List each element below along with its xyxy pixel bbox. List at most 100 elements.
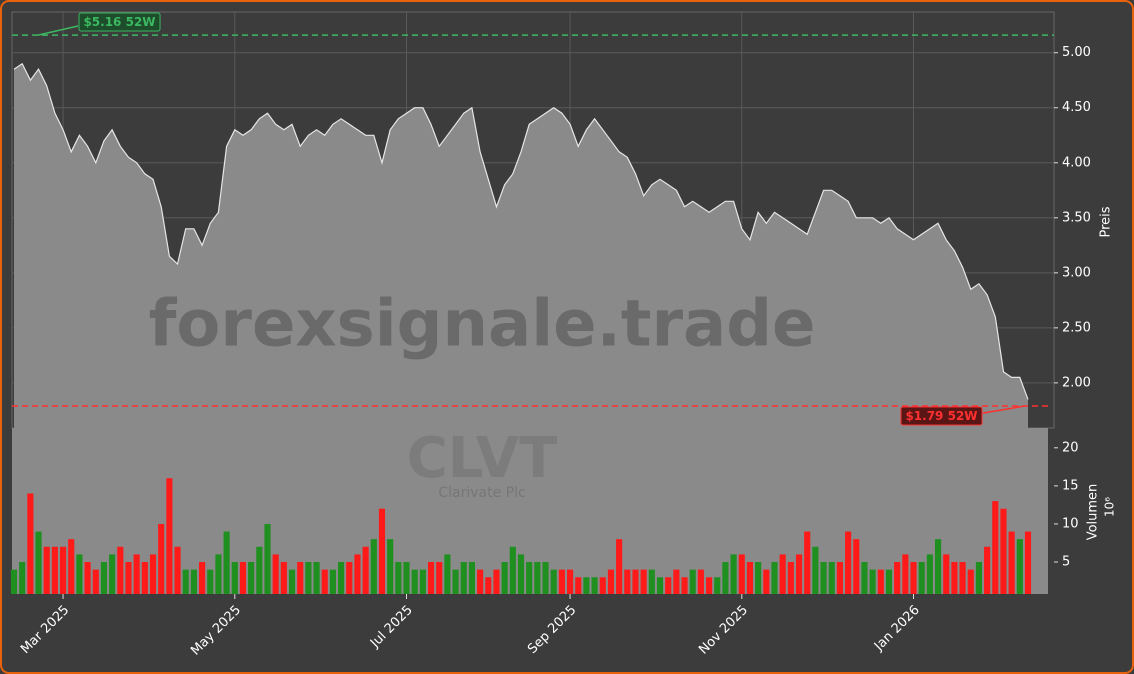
volume-bar — [951, 562, 958, 594]
volume-bar — [27, 493, 34, 594]
volume-bar — [493, 569, 500, 594]
y-tick-label: 4.50 — [1062, 100, 1091, 115]
volume-bar — [746, 562, 754, 594]
volume-tick-label: 15 — [1062, 478, 1079, 493]
volume-bar — [910, 562, 917, 594]
volume-bar — [166, 478, 173, 594]
volume-bar — [133, 554, 140, 594]
y-tick-label: 3.50 — [1062, 210, 1091, 225]
volume-bar — [264, 523, 271, 594]
volume-bar — [272, 554, 279, 594]
y-tick-label: 5.00 — [1062, 45, 1091, 60]
volume-bar — [419, 569, 426, 594]
volume-bar — [926, 554, 933, 594]
volume-bar — [755, 562, 762, 594]
volume-bar — [92, 569, 99, 594]
y-tick-label: 3.00 — [1062, 265, 1091, 280]
volume-bar — [877, 569, 884, 594]
volume-bar — [444, 554, 451, 594]
volume-bar — [125, 562, 132, 594]
volume-bar — [100, 562, 108, 594]
volume-bar — [117, 546, 124, 594]
volume-bar — [378, 508, 386, 594]
volume-tick-label: 10 — [1062, 516, 1079, 531]
volume-bar — [354, 554, 361, 594]
volume-bar — [43, 546, 50, 594]
volume-bar — [452, 569, 459, 594]
volume-bar — [697, 569, 704, 594]
volume-bar — [436, 562, 443, 594]
volume-bar — [1024, 531, 1032, 594]
low-arrow — [982, 405, 1026, 414]
volume-bar — [76, 554, 83, 594]
volume-bar — [84, 562, 91, 594]
watermark: forexsignale.trade — [149, 288, 816, 362]
volume-bar — [771, 562, 778, 594]
volume-bar — [239, 562, 247, 594]
volume-bar — [722, 562, 729, 594]
volume-bar — [199, 562, 206, 594]
volume-bar — [427, 562, 435, 594]
y-tick-label: 4.00 — [1062, 155, 1091, 170]
volume-bar — [566, 569, 574, 594]
volume-bar — [329, 569, 336, 594]
volume-bar — [231, 562, 238, 594]
volume-bar — [583, 577, 590, 594]
volume-bar — [223, 531, 230, 594]
volume-bar — [599, 577, 606, 594]
volume-bar — [624, 569, 631, 594]
high-label: $5.16 52W — [83, 15, 155, 29]
price-area — [14, 63, 1028, 428]
volume-bar — [869, 569, 876, 594]
volume-bar — [714, 577, 721, 594]
volume-bar — [362, 546, 369, 594]
volume-bar — [967, 569, 974, 594]
volume-bar — [305, 562, 312, 594]
volume-bar — [706, 577, 713, 594]
volume-bar — [190, 569, 197, 594]
company-watermark: Clarivate Plc — [438, 485, 525, 501]
volume-bar — [256, 546, 263, 594]
volume-bar — [787, 562, 794, 594]
volume-bar — [934, 539, 942, 594]
volume-unit: 10⁶ — [1103, 497, 1117, 517]
volume-bar — [288, 569, 296, 594]
volume-bar — [845, 531, 852, 594]
volume-bar — [395, 562, 402, 594]
volume-tick-label: 20 — [1062, 440, 1079, 455]
volume-bar — [959, 562, 966, 594]
volume-bar — [550, 569, 557, 594]
volume-bar — [812, 546, 819, 594]
y-tick-label: 2.50 — [1062, 320, 1091, 335]
volume-bar — [346, 562, 353, 594]
volume-bar — [648, 569, 655, 594]
volume-bar — [485, 577, 492, 594]
volume-bar — [403, 562, 410, 594]
y-tick-label: 2.00 — [1062, 375, 1091, 390]
volume-bar — [19, 562, 26, 594]
volume-bar — [534, 562, 541, 594]
volume-bar — [861, 562, 868, 594]
volume-bar — [370, 539, 377, 594]
volume-bar — [820, 562, 827, 594]
price-line — [13, 62, 1029, 400]
volume-bar — [558, 569, 565, 594]
volume-bar — [10, 569, 18, 594]
volume-bar — [738, 554, 745, 594]
volume-bar — [174, 546, 181, 594]
volume-bar — [975, 562, 983, 594]
volume-bar — [313, 562, 320, 594]
volume-bar — [109, 554, 116, 594]
volume-bar — [141, 562, 148, 594]
volume-bar — [387, 539, 394, 594]
volume-bar — [68, 539, 75, 594]
volume-bar — [575, 577, 582, 594]
volume-bar — [460, 562, 467, 594]
volume-bar — [526, 562, 533, 594]
low-label: $1.79 52W — [905, 409, 977, 423]
volume-bar — [984, 546, 991, 594]
volume-bar — [632, 569, 639, 594]
volume-bar — [35, 531, 42, 594]
volume-bar — [836, 562, 843, 594]
